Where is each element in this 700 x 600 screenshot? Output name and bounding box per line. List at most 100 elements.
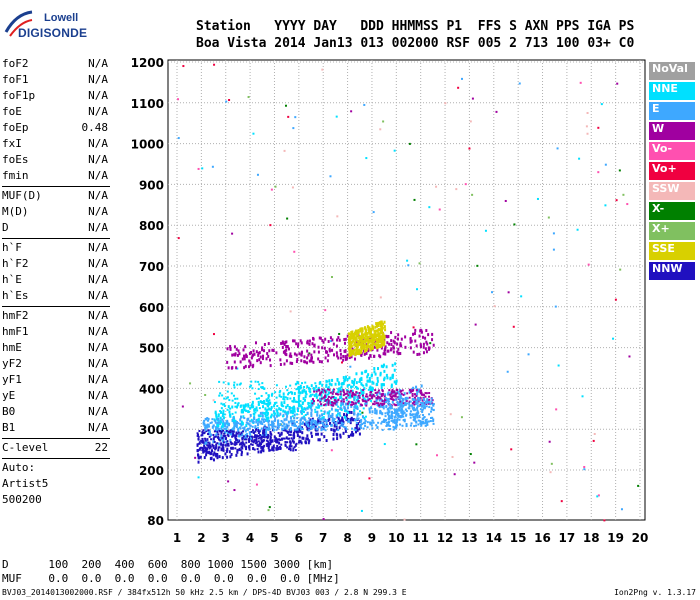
echo-point (413, 419, 416, 422)
echo-point (295, 353, 298, 357)
echo-point (347, 338, 350, 342)
echo-point (343, 415, 346, 418)
x-tick-label: 10 (388, 531, 405, 545)
echo-point (260, 450, 263, 454)
echo-point (348, 356, 351, 360)
param-value: N/A (88, 153, 108, 166)
echo-point (260, 437, 263, 440)
noise-point (536, 197, 539, 200)
echo-point (355, 399, 358, 402)
echo-point (296, 400, 299, 403)
echo-point (344, 426, 347, 429)
echo-point (363, 418, 366, 421)
echo-point (230, 428, 233, 432)
echo-point (288, 447, 291, 450)
echo-point (250, 380, 253, 383)
echo-point (262, 435, 265, 438)
echo-point (224, 444, 227, 447)
echo-point (401, 424, 404, 427)
echo-point (342, 431, 345, 435)
echo-point (402, 399, 405, 402)
echo-point (327, 339, 330, 343)
echo-point (209, 444, 212, 447)
echo-point (214, 435, 217, 438)
echo-point (221, 394, 224, 397)
echo-point (278, 394, 281, 398)
echo-point (287, 393, 290, 396)
noise-point (586, 132, 589, 135)
echo-point (327, 399, 330, 402)
echo-point (339, 396, 342, 400)
echo-point (308, 417, 311, 420)
echo-point (250, 443, 253, 446)
echo-point (367, 399, 370, 402)
echo-point (232, 417, 235, 420)
echo-point (298, 403, 301, 407)
echo-point (361, 390, 364, 394)
echo-point (320, 398, 323, 402)
echo-point (427, 420, 430, 423)
echo-point (220, 427, 223, 430)
echo-point (259, 361, 262, 365)
echo-point (269, 436, 272, 439)
echo-point (388, 414, 391, 417)
echo-point (413, 416, 416, 419)
echo-point (360, 350, 363, 354)
echo-point (356, 417, 359, 421)
echo-point (419, 399, 422, 402)
echo-point (329, 391, 332, 394)
param-row: hmF1 N/A (2, 324, 110, 340)
echo-point (267, 354, 270, 358)
echo-point (301, 401, 304, 405)
echo-point (269, 439, 272, 442)
echo-point (387, 407, 390, 410)
echo-point (356, 345, 359, 349)
echo-point (279, 423, 282, 427)
echo-point (387, 421, 390, 424)
echo-point (347, 419, 350, 422)
echo-point (388, 393, 391, 396)
echo-point (241, 437, 244, 440)
echo-point (251, 406, 254, 409)
echo-point (318, 360, 321, 364)
echo-point (300, 405, 303, 408)
echo-point (285, 426, 288, 430)
echo-point (364, 398, 367, 401)
echo-point (277, 420, 280, 423)
echo-point (344, 407, 347, 411)
echo-point (400, 390, 403, 393)
echo-point (381, 326, 384, 330)
noise-point (603, 519, 606, 522)
echo-point (360, 342, 363, 346)
echo-point (366, 426, 369, 429)
echo-point (364, 340, 367, 344)
echo-point (425, 329, 428, 333)
echo-point (265, 357, 268, 361)
echo-point (292, 405, 295, 408)
echo-point (263, 349, 266, 353)
echo-point (263, 436, 266, 439)
echo-point (218, 394, 221, 397)
echo-point (215, 426, 218, 430)
echo-point (361, 404, 364, 407)
echo-point (286, 411, 289, 414)
echo-point (360, 338, 363, 342)
echo-point (244, 429, 247, 433)
echo-point (243, 443, 246, 447)
echo-point (306, 434, 309, 438)
echo-point (312, 386, 315, 390)
legend-item-e: E (649, 102, 695, 120)
echo-point (319, 419, 322, 422)
echo-point (371, 410, 374, 414)
echo-point (346, 402, 349, 405)
echo-point (300, 341, 303, 345)
echo-point (348, 376, 351, 380)
noise-point (476, 264, 479, 267)
echo-point (408, 400, 411, 403)
echo-point (208, 447, 211, 450)
echo-point (431, 416, 434, 419)
param-value: N/A (88, 169, 108, 182)
noise-point (177, 137, 180, 140)
echo-point (370, 388, 373, 391)
echo-point (211, 449, 214, 453)
